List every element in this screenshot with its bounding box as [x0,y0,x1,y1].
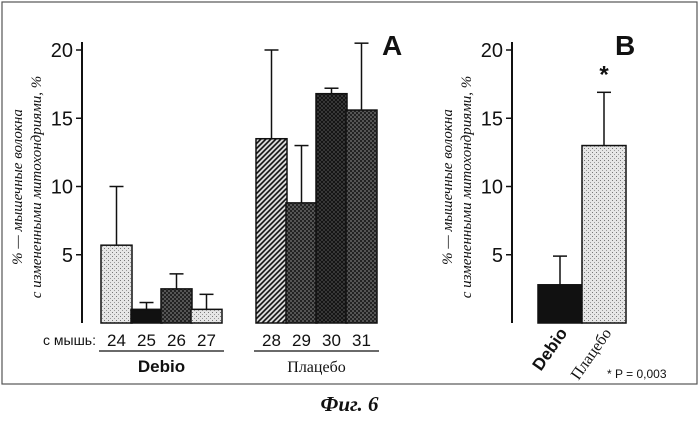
y-tick-label: 10 [481,177,503,199]
group-label: Debio [138,357,185,376]
p-value-note: * P = 0,003 [607,367,667,381]
panel-letter: A [382,30,402,61]
x-tick-label: 30 [322,331,341,350]
mouse-label: с мышь: [43,332,96,348]
bar [160,288,193,324]
y-axis-label-line-2: с измененными митохондриями, % [29,76,45,299]
y-axis-label-line-2: с измененными митохондриями, % [459,76,475,299]
bar [285,202,318,324]
figure-caption: Фиг. 6 [320,392,379,416]
panel-letter: B [615,30,635,61]
y-tick-label: 10 [51,177,73,199]
bar [315,92,348,324]
bar [130,308,163,324]
x-tick-label: 26 [167,331,186,350]
group-label: Плацебо [287,359,345,376]
y-axis-label-line-1: % — мышечные волокна [10,109,26,265]
panel-a: 5 10 15 20 % — мышечные волокна с измененными… [10,30,402,376]
x-tick-label: 29 [292,331,311,350]
y-tick-label: 5 [62,245,73,267]
bar [190,308,223,324]
y-tick-label: 20 [481,40,503,62]
y-tick-label: 15 [51,108,73,130]
x-tick-label: 24 [107,331,126,350]
significance-mark: * [599,61,609,88]
y-tick-label: 5 [492,245,503,267]
y-tick-label: 20 [51,40,73,62]
bar [581,144,627,324]
bar [100,244,133,324]
y-axis-label: % — мышечные волокна с измененными митохо… [440,76,475,299]
x-tick-label: 31 [352,331,371,350]
bar [537,284,583,324]
bar [255,137,288,324]
x-tick-label: Debio [529,324,572,374]
panel-b: 5 10 15 20 % — мышечные волокна с измененными… [440,30,667,383]
y-axis-label-line-1: % — мышечные волокна [440,109,456,265]
x-tick-label: 25 [137,331,156,350]
y-axis-label: % — мышечные волокна с измененными митохо… [10,76,45,299]
bar [345,109,378,324]
y-tick-label: 15 [481,108,503,130]
figure-frame [1,1,698,385]
x-tick-label: 27 [197,331,216,350]
x-tick-label: 28 [262,331,281,350]
